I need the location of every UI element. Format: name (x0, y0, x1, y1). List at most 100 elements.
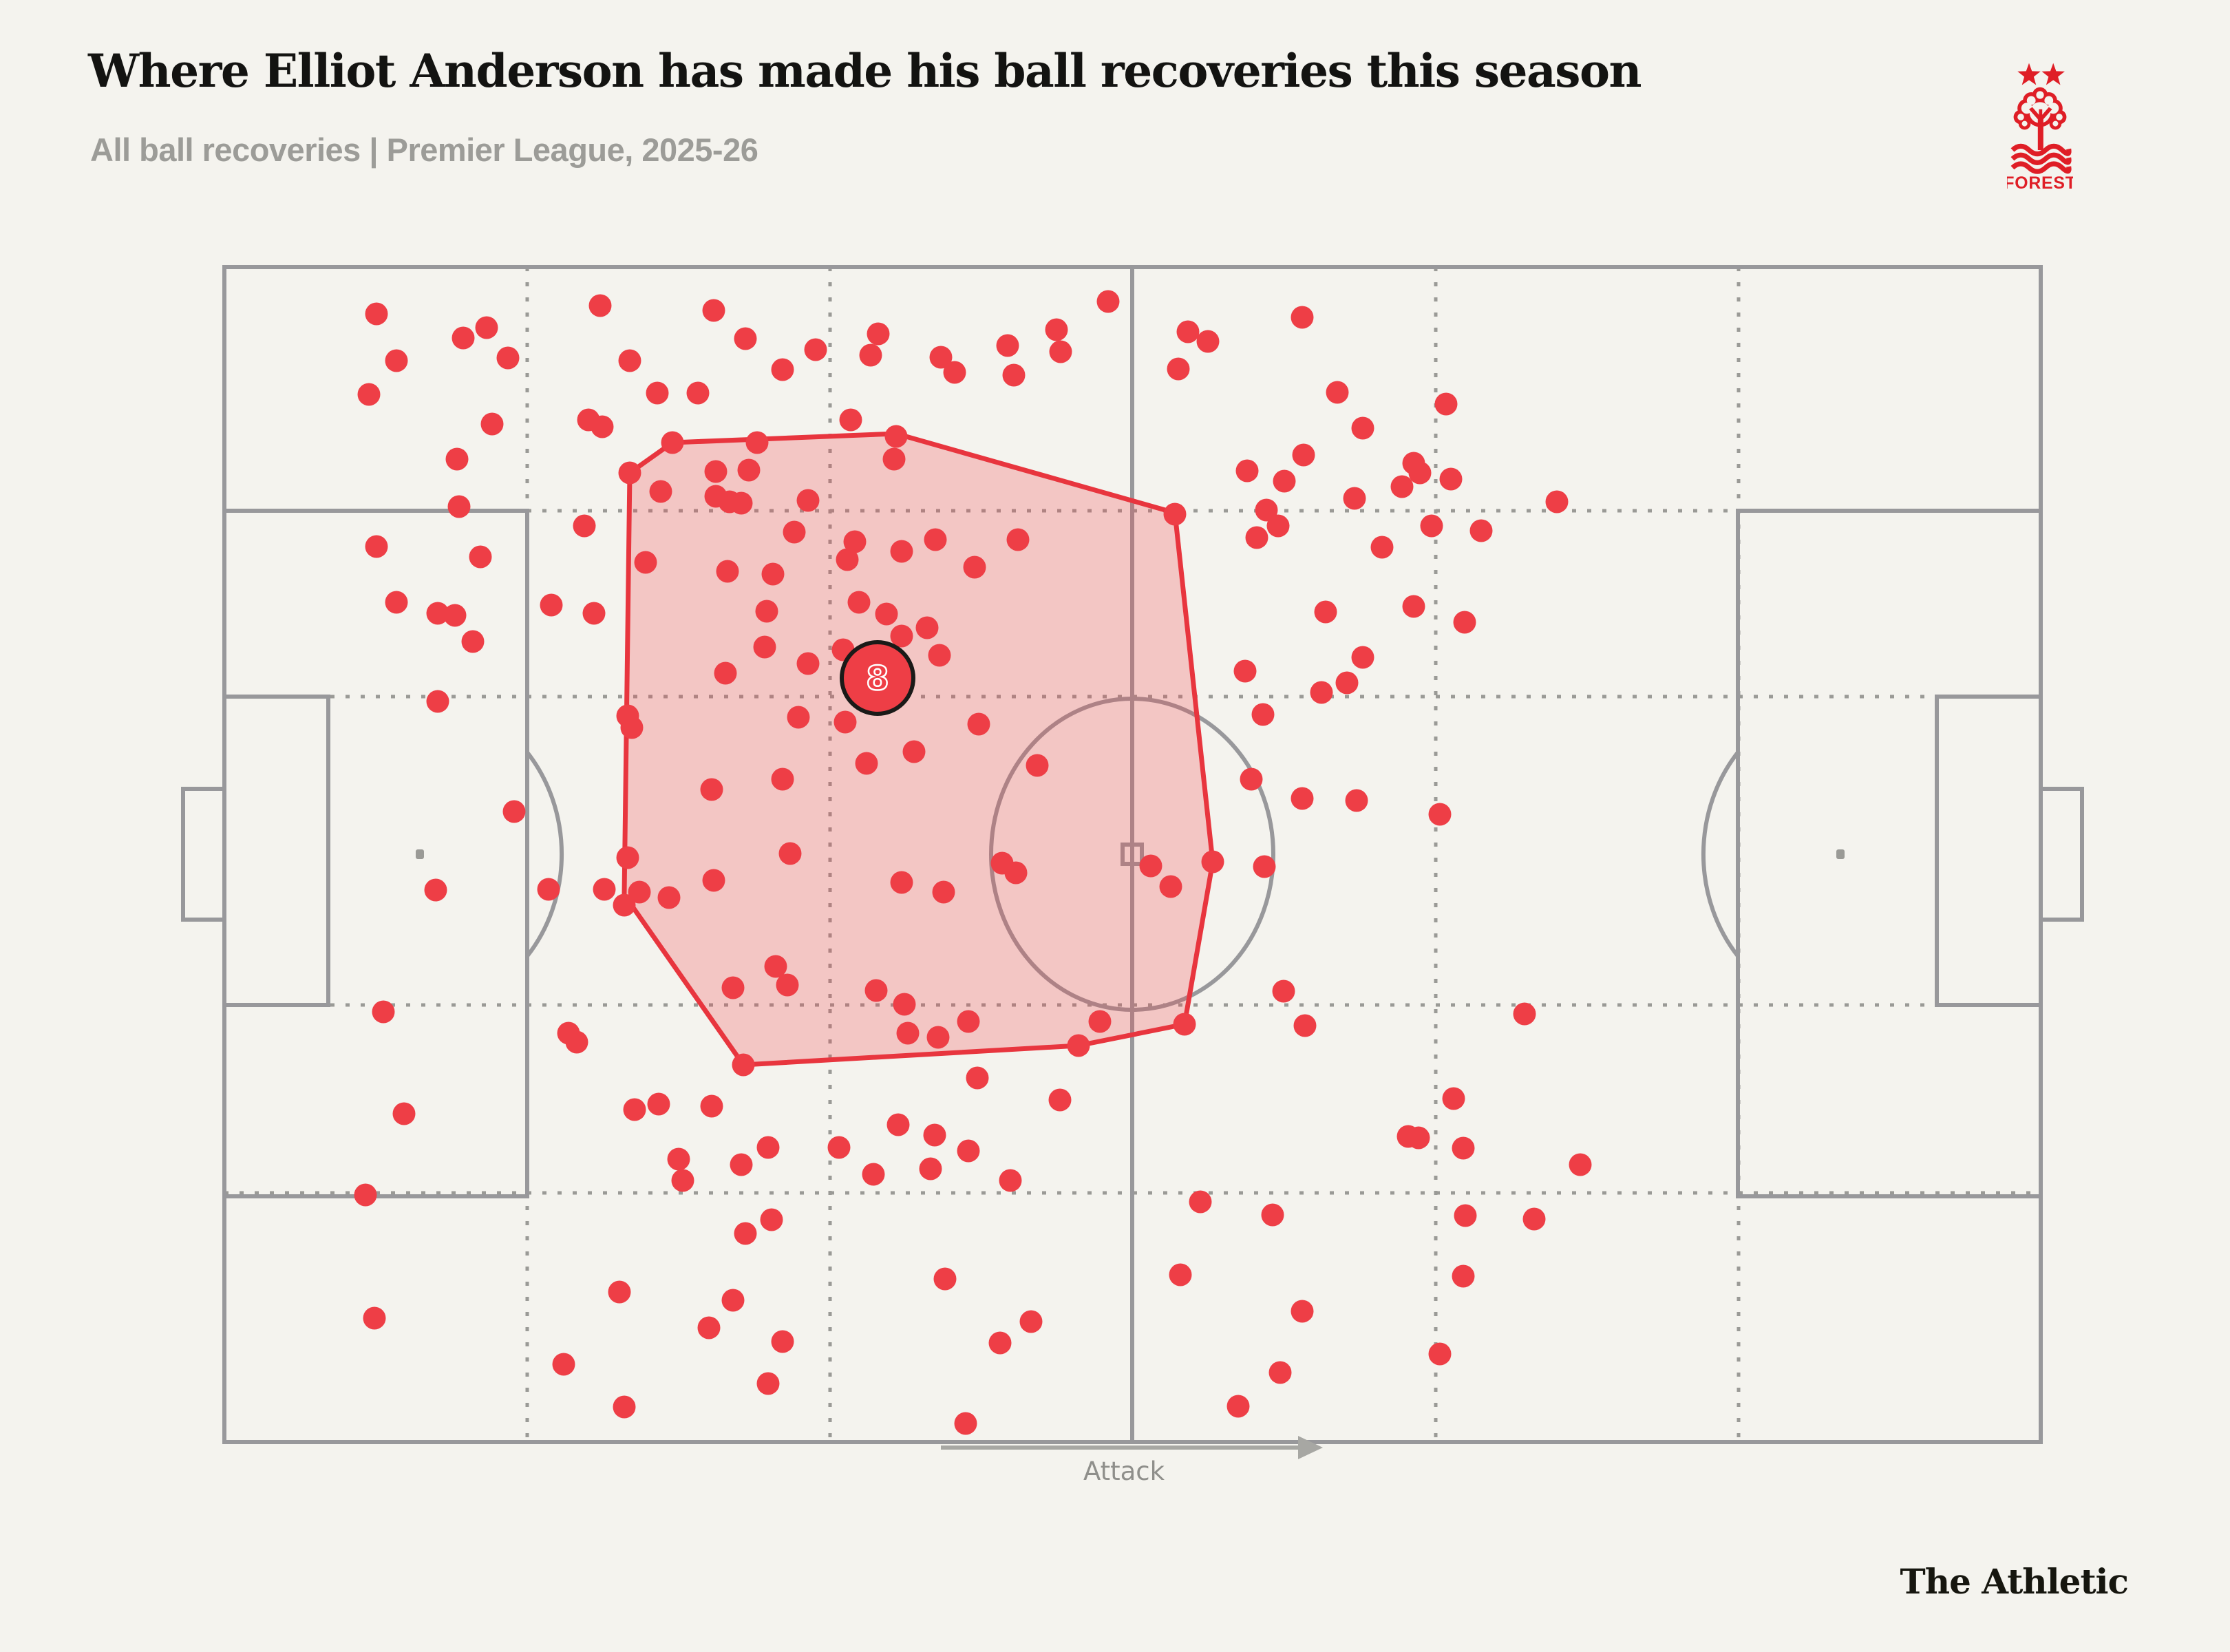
recovery-dot (933, 1267, 957, 1291)
recovery-dot (804, 338, 827, 361)
recovery-dot (1293, 1014, 1317, 1037)
recovery-dot (591, 415, 614, 438)
recovery-dot (616, 846, 639, 869)
recovery-dot (1439, 467, 1463, 491)
recovery-dot (1408, 461, 1432, 485)
recovery-dot (1261, 1203, 1284, 1227)
recovery-dot (620, 716, 644, 739)
recovery-dot (363, 1306, 386, 1330)
recovery-dot (447, 495, 471, 518)
recovery-dot (929, 346, 953, 369)
recovery-dot (776, 973, 799, 997)
penalty-spots (416, 849, 1845, 859)
recovery-dot (372, 1000, 395, 1024)
recovery-dot (445, 447, 469, 471)
recovery-dot (1513, 1002, 1536, 1026)
recovery-dot (588, 294, 612, 317)
recovery-dot (618, 349, 641, 372)
recovery-dot (730, 491, 753, 515)
recovery-dot (1343, 487, 1366, 510)
left-penalty-spot (416, 849, 424, 859)
recovery-dot (1139, 854, 1162, 878)
right-penalty-box (1736, 509, 2043, 1198)
recovery-dot (1273, 469, 1296, 493)
recovery-dot (1469, 519, 1493, 542)
recovery-dot (875, 602, 898, 626)
recovery-dot (1026, 754, 1049, 777)
recovery-dot (734, 327, 757, 350)
recovery-dot (957, 1010, 980, 1033)
recovery-dot (839, 408, 862, 432)
recovery-dot (671, 1169, 694, 1192)
recovery-dot (966, 1066, 989, 1090)
recovery-dot (764, 955, 787, 978)
page-subtitle: All ball recoveries | Premier League, 20… (90, 131, 758, 168)
recovery-dot (702, 869, 725, 892)
player-marker-number: 8 (866, 659, 889, 698)
recovery-dot (452, 326, 475, 350)
recovery-dot (502, 800, 526, 823)
recovery-dot (1272, 979, 1295, 1003)
recovery-dot (867, 322, 890, 346)
recovery-dot (537, 878, 560, 901)
center-circle (989, 697, 1275, 1012)
player-marker: 8 (840, 640, 915, 716)
recovery-dot (661, 431, 684, 454)
recovery-dot (721, 976, 745, 999)
recovery-dot (1452, 1136, 1475, 1160)
recovery-dot (1002, 363, 1026, 387)
recovery-dot (1291, 306, 1314, 329)
recovery-dot (1173, 1013, 1196, 1036)
recovery-dot (613, 1395, 636, 1419)
recovery-dot (1452, 1264, 1475, 1288)
recovery-dot (855, 752, 878, 775)
recovery-dot (996, 334, 1019, 357)
recovery-dot (737, 458, 761, 482)
recovery-dot (608, 1280, 631, 1304)
recovery-dot (628, 880, 651, 904)
recovery-dot (1522, 1207, 1546, 1231)
player-marker-circle (840, 640, 915, 716)
recovery-dot (721, 1289, 745, 1312)
recovery-dot (700, 778, 723, 801)
recovery-dot (697, 1316, 721, 1339)
recovery-dot (999, 1169, 1022, 1192)
recovery-dot (1096, 290, 1120, 313)
recovery-dot (1428, 803, 1452, 826)
recovery-dot (1189, 1190, 1212, 1214)
recovery-dot (932, 880, 955, 904)
recovery-dot (893, 993, 916, 1016)
recovery-dot (988, 1331, 1012, 1355)
recovery-dot (833, 710, 857, 734)
recovery-dot (745, 431, 769, 454)
recovery-dot (392, 1102, 416, 1125)
recovery-dot (646, 381, 669, 405)
recovery-dot (1314, 600, 1337, 624)
recovery-dot (1088, 1010, 1112, 1033)
recovery-dot (461, 630, 485, 653)
recovery-dot (890, 624, 913, 648)
recovery-dot (540, 593, 563, 617)
recovery-dots-layer (354, 290, 1592, 1435)
recovery-dot (884, 425, 908, 448)
left-penalty-box (222, 509, 529, 1198)
recovery-dot (714, 661, 737, 685)
recovery-dot (1048, 1088, 1072, 1112)
recovery-dot (730, 1153, 753, 1176)
recovery-dot (1019, 1310, 1043, 1333)
recovery-dot (385, 591, 408, 614)
recovery-dot (1402, 595, 1425, 618)
recovery-dot (1245, 526, 1268, 549)
center-mark (1121, 843, 1144, 866)
recovery-dot (756, 1136, 780, 1159)
recovery-dot (1251, 703, 1275, 726)
recovery-dot (734, 1222, 757, 1245)
recovery-dot (702, 299, 725, 322)
brand-wordmark: The Athletic (1900, 1561, 2129, 1602)
recovery-dot (647, 1092, 670, 1116)
recovery-dot (1326, 381, 1349, 404)
recovery-dot (1545, 490, 1569, 513)
recovery-dot (565, 1030, 588, 1054)
recovery-dot (890, 540, 913, 563)
